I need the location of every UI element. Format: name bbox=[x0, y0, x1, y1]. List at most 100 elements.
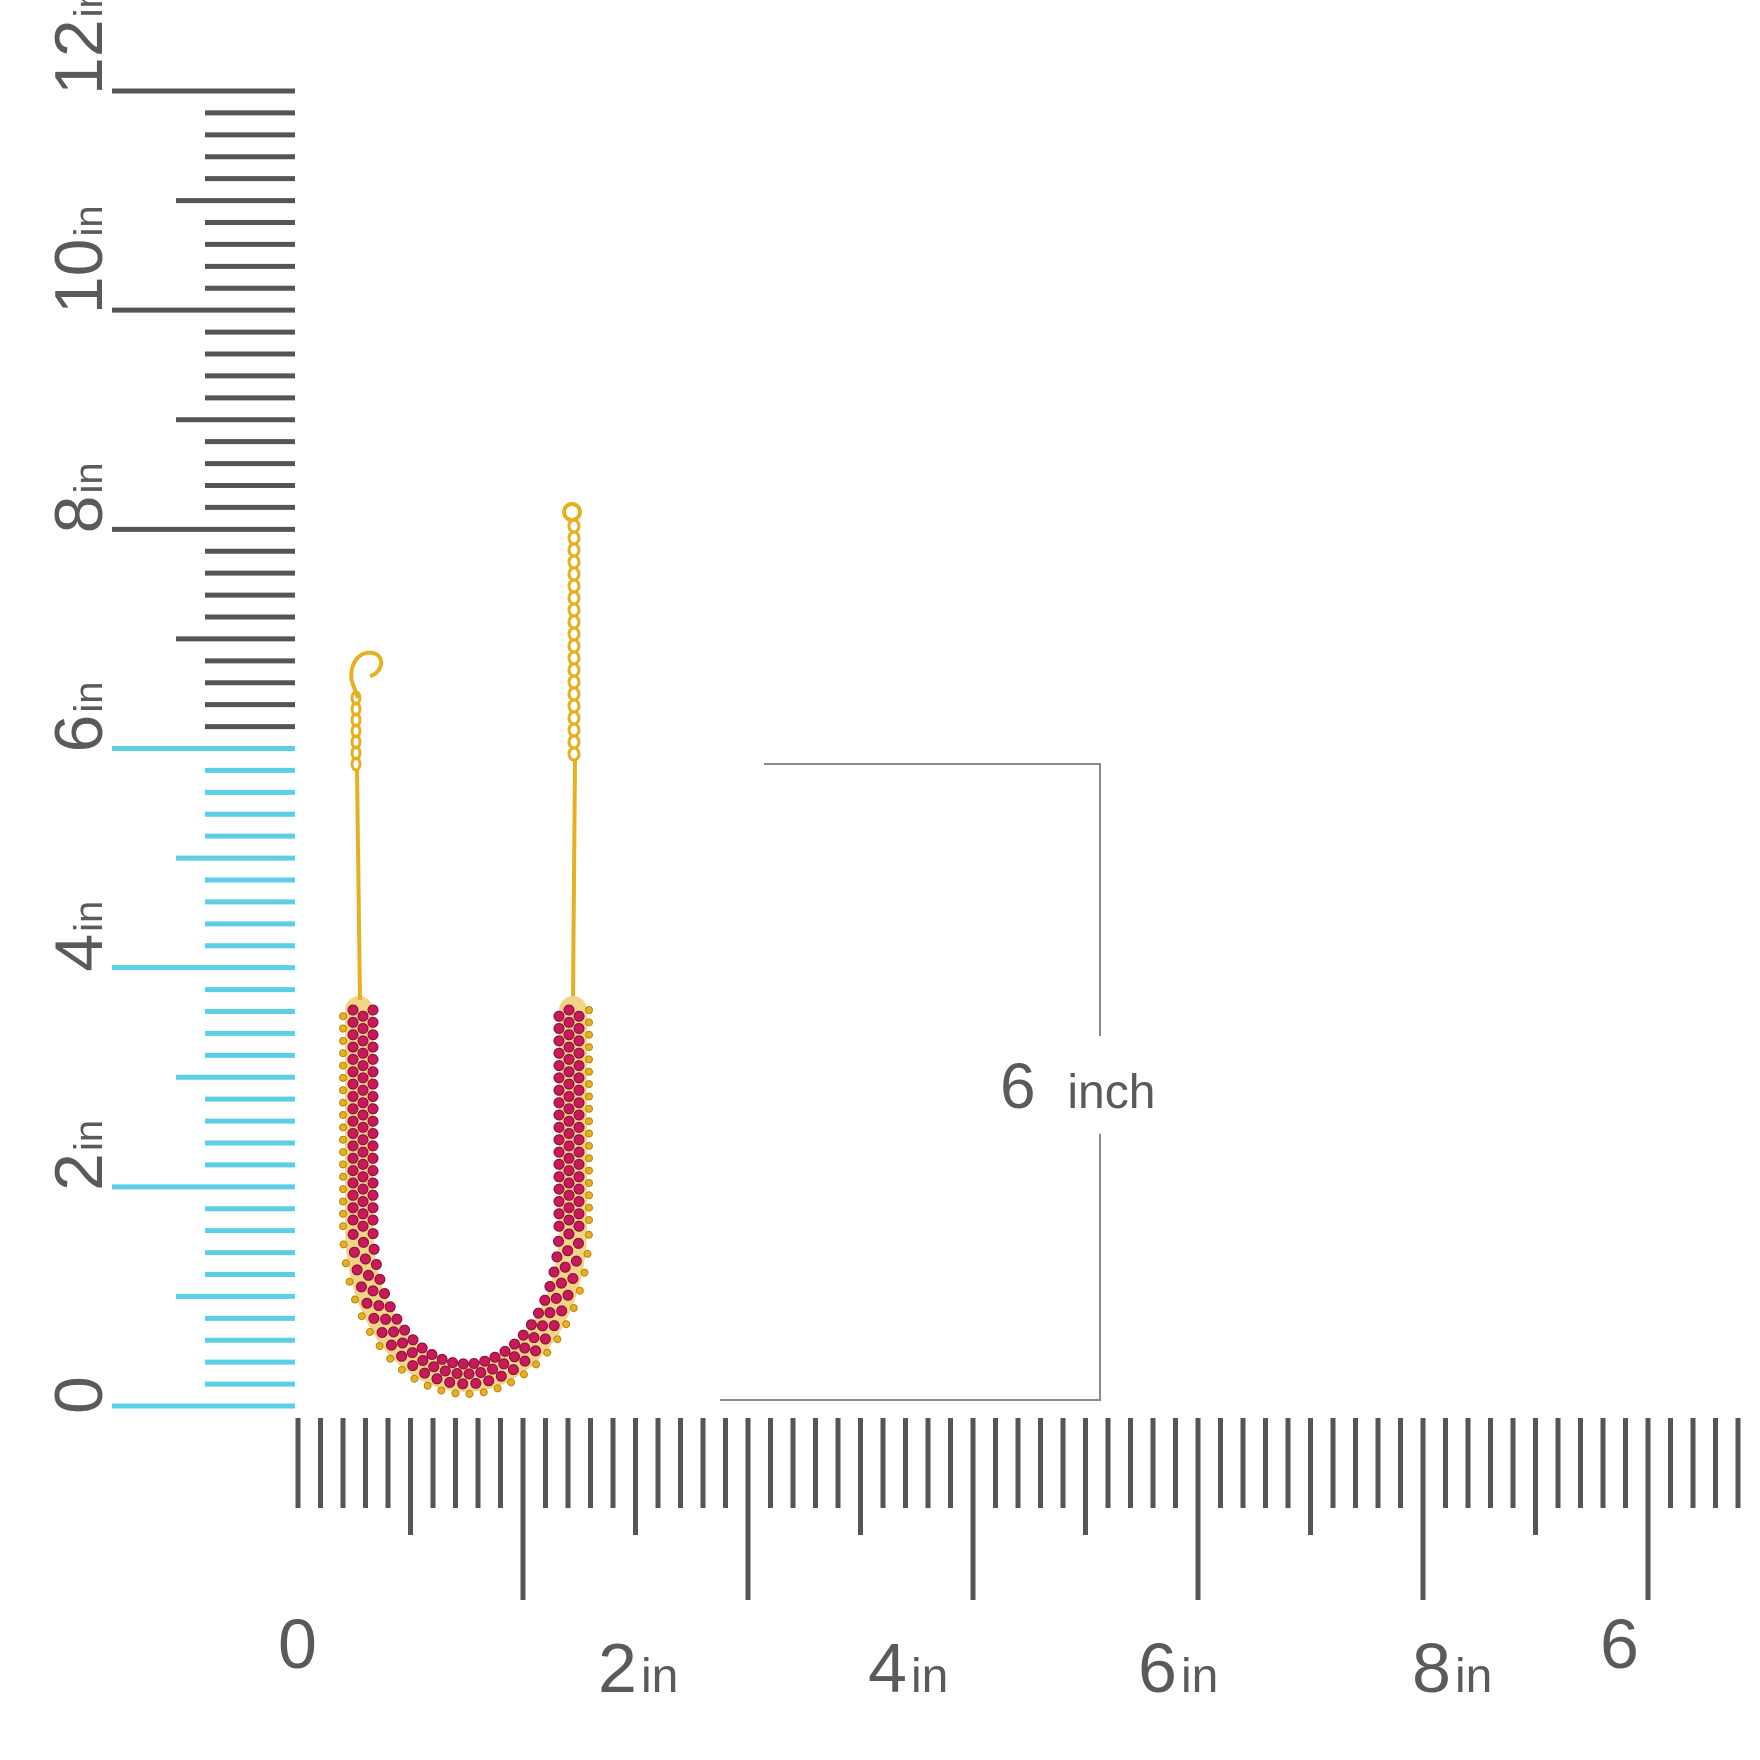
ruby-stone bbox=[585, 1166, 593, 1175]
ruby-stone bbox=[357, 1010, 369, 1022]
ruby-stone bbox=[367, 1228, 379, 1240]
ruby-stone bbox=[562, 1320, 571, 1329]
ruby-stone bbox=[367, 1177, 379, 1189]
right-box-chain bbox=[571, 759, 577, 997]
horizontal-label-value: 8 bbox=[1412, 1629, 1451, 1707]
ruby-stone bbox=[573, 1171, 585, 1183]
ruby-stone bbox=[553, 1084, 565, 1096]
ruby-stone bbox=[367, 1189, 379, 1201]
ruby-stone bbox=[367, 1103, 379, 1115]
chain-link bbox=[567, 746, 581, 762]
ruby-stone bbox=[347, 1228, 359, 1240]
ruby-stone bbox=[447, 1357, 459, 1369]
chain-link bbox=[567, 590, 581, 606]
chain-link bbox=[567, 710, 581, 726]
ruby-stone bbox=[585, 1141, 593, 1150]
ruby-stone bbox=[347, 1140, 359, 1152]
vertical-label-unit: in bbox=[67, 682, 111, 713]
vertical-label-unit: in bbox=[67, 462, 111, 493]
ruby-stone bbox=[573, 1047, 585, 1059]
ruby-stone bbox=[370, 1259, 382, 1270]
ruby-stone bbox=[563, 1103, 575, 1115]
ruby-stone bbox=[517, 1329, 529, 1341]
ruby-stone bbox=[509, 1338, 520, 1350]
ruby-stone bbox=[573, 1183, 585, 1195]
chain-link bbox=[567, 734, 581, 750]
horizontal-ruler-label: 0 bbox=[278, 1605, 317, 1683]
vertical-ruler-label: 12 in bbox=[41, 0, 117, 95]
necklace-ruby-stones bbox=[339, 996, 593, 1398]
ruby-stone bbox=[339, 1049, 347, 1058]
ruby-stone bbox=[553, 1146, 565, 1158]
ruby-stone bbox=[339, 1073, 347, 1082]
ruby-stone bbox=[339, 1172, 347, 1181]
horizontal-label-value: 0 bbox=[278, 1605, 317, 1683]
ruby-stone bbox=[585, 1043, 593, 1052]
ruby-stone bbox=[553, 1072, 565, 1084]
ruby-stone bbox=[367, 1004, 379, 1016]
ruby-stone bbox=[357, 1312, 366, 1321]
ruby-stone bbox=[483, 1375, 495, 1387]
ruby-stone bbox=[573, 1121, 585, 1133]
ruby-stone bbox=[465, 1389, 474, 1398]
ruby-stone bbox=[520, 1370, 528, 1379]
ruby-stone bbox=[347, 1053, 359, 1065]
ruby-stone bbox=[380, 1313, 392, 1325]
ruby-stone bbox=[347, 1078, 359, 1090]
ruby-stone bbox=[367, 1091, 379, 1102]
ruby-stone bbox=[357, 1109, 369, 1121]
ruby-stone bbox=[585, 1129, 593, 1138]
vertical-label-unit: in bbox=[67, 205, 111, 236]
ruby-stone bbox=[507, 1364, 519, 1376]
vertical-label-unit: in bbox=[67, 1120, 111, 1151]
ruby-stone bbox=[367, 1078, 379, 1090]
dimension-line-top bbox=[764, 763, 1101, 1036]
horizontal-ruler-label: 4in bbox=[868, 1629, 948, 1707]
ruby-stone bbox=[347, 1103, 359, 1115]
ruby-stone bbox=[573, 1158, 585, 1170]
ruby-stone bbox=[563, 1214, 575, 1226]
ruby-stone bbox=[509, 1351, 520, 1363]
ruby-stone bbox=[479, 1355, 491, 1367]
ruby-stone bbox=[585, 1080, 593, 1089]
ruby-stone bbox=[341, 1259, 350, 1268]
ruby-stone bbox=[351, 1295, 359, 1304]
ruby-stone bbox=[555, 1277, 567, 1289]
ruby-stone bbox=[345, 1277, 354, 1286]
ruby-stone bbox=[584, 1230, 593, 1239]
necklace-chains bbox=[350, 518, 581, 1001]
ruby-stone bbox=[585, 1117, 593, 1126]
chain-link bbox=[350, 756, 362, 772]
ruby-stone bbox=[563, 1189, 575, 1201]
ruby-stone bbox=[585, 1006, 593, 1014]
ruby-stone bbox=[358, 1236, 369, 1248]
dimension-bracket: 6 inch bbox=[720, 763, 1155, 1401]
vertical-ruler-label: 10in bbox=[41, 205, 117, 314]
ruby-stone bbox=[339, 1160, 347, 1169]
horizontal-label-unit: in bbox=[1455, 1650, 1492, 1703]
horizontal-label-value: 6 bbox=[1138, 1629, 1177, 1707]
ruby-stone bbox=[351, 1264, 363, 1276]
ruby-stone bbox=[444, 1376, 456, 1388]
ruby-stone bbox=[363, 1269, 374, 1281]
ruby-stone bbox=[347, 1128, 359, 1139]
ruby-stone bbox=[451, 1368, 463, 1379]
ruby-stone bbox=[339, 1197, 347, 1206]
chain-link bbox=[567, 542, 581, 558]
ruby-stone bbox=[367, 1202, 379, 1214]
ruby-stone bbox=[585, 1092, 593, 1101]
ruby-stone bbox=[553, 1208, 565, 1220]
ruby-stone bbox=[470, 1377, 482, 1389]
chain-link bbox=[567, 650, 581, 666]
ruby-stone bbox=[468, 1358, 480, 1369]
vertical-label-unit: in bbox=[67, 0, 111, 17]
ruby-stone bbox=[339, 1209, 347, 1218]
ruby-stone bbox=[556, 1305, 568, 1317]
vertical-ruler-label: 8in bbox=[41, 462, 117, 533]
ruby-stone bbox=[553, 1134, 565, 1146]
dimension-label: 6 inch bbox=[1000, 1050, 1155, 1122]
ruby-stone bbox=[475, 1367, 487, 1378]
ruby-stone bbox=[563, 1165, 575, 1177]
ruby-stone bbox=[583, 1249, 592, 1258]
ruby-stone bbox=[367, 1165, 379, 1177]
